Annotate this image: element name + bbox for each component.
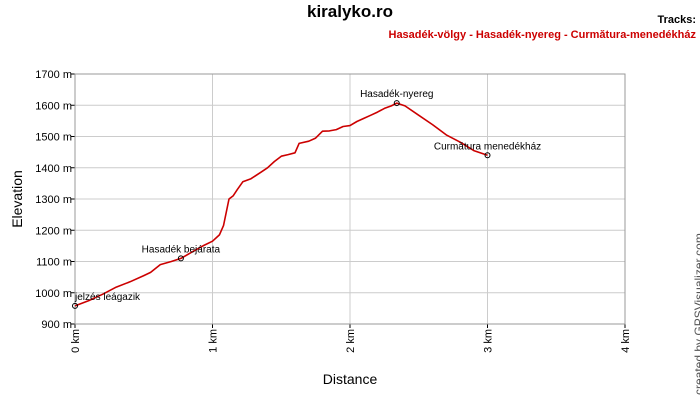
plot-frame <box>74 73 626 325</box>
waypoint-label: jelzés leágazik <box>74 292 141 303</box>
y-tick-label: 1000 m <box>35 288 72 300</box>
x-tick-label: 2 km <box>345 329 357 353</box>
y-tick-label: 1400 m <box>35 163 72 175</box>
y-tick-label: 900 m <box>41 319 72 331</box>
y-tick-label: 1500 m <box>35 132 72 144</box>
y-tick-label: 1300 m <box>35 194 72 206</box>
y-axis-label: Elevation <box>9 170 25 228</box>
tracks-label: Tracks: <box>657 14 696 26</box>
x-axis-label: Distance <box>323 371 378 387</box>
x-tick-label: 1 km <box>208 329 220 353</box>
waypoint-marker <box>484 152 491 159</box>
waypoint-marker <box>72 302 78 309</box>
page-title: kiralyko.ro <box>307 2 393 21</box>
y-tick-label: 1100 m <box>36 257 72 269</box>
x-tick-label: 3 km <box>483 329 495 353</box>
waypoint-label: Hasadék-nyereg <box>360 89 433 100</box>
waypoint-marker <box>393 100 400 107</box>
x-tick-label: 0 km <box>70 329 82 353</box>
y-tick-label: 1700 m <box>35 69 72 81</box>
y-tick-label: 1200 m <box>35 225 72 237</box>
y-tick-label: 1600 m <box>35 100 72 112</box>
track-name: Hasadék-völgy - Hasadék-nyereg - Curmătu… <box>388 29 697 41</box>
x-tick-label: 4 km <box>620 329 632 353</box>
waypoint-label: Curmătura menedékház <box>434 141 541 152</box>
waypoint-label: Hasadék bejárata <box>142 244 221 255</box>
series-line <box>74 102 488 307</box>
waypoint-marker <box>177 255 184 262</box>
